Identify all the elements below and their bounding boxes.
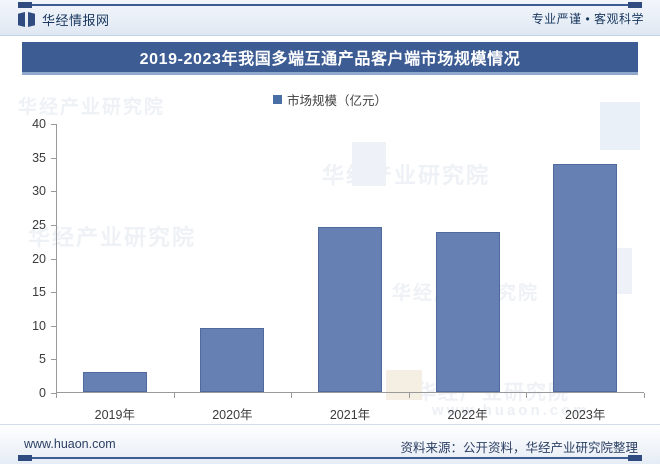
x-axis-label: 2022年 (447, 408, 488, 422)
x-axis-tick (56, 393, 57, 398)
chart-legend: 市场规模（亿元） (0, 90, 660, 109)
y-axis-label: 30 (32, 184, 46, 199)
y-axis-tick (51, 157, 56, 159)
footer-site-link[interactable]: www.huaon.com (24, 437, 116, 451)
y-axis-label: 20 (32, 251, 46, 266)
y-axis-tick (51, 393, 56, 394)
page-title: 2019-2023年我国多端互通产品客户端市场规模情况 (139, 51, 521, 68)
y-axis-tick (51, 224, 56, 226)
chart-title-bar: 2019-2023年我国多端互通产品客户端市场规模情况 (22, 42, 638, 75)
y-axis-label: 40 (32, 117, 46, 131)
bar-2020年[interactable] (200, 328, 265, 392)
legend-label: 市场规模（亿元） (286, 94, 387, 108)
x-axis-label: 2020年 (212, 408, 253, 422)
plot-region: 0 5 10 15 20 25 30 35 40 2019年 2020年 2021年 2022年 2023… (32, 117, 645, 422)
x-axis-tick (526, 393, 528, 398)
y-axis-label: 0 (39, 386, 46, 400)
header-divider-rule (18, 2, 642, 8)
page-header: 华经情报网 专业严谨 • 客观科学 (0, 0, 660, 36)
legend-swatch-icon (272, 95, 282, 104)
brand-name: 华经情报网 (42, 13, 110, 28)
bar-2019年[interactable] (82, 371, 147, 392)
y-axis-label: 25 (32, 217, 46, 232)
footer-source-note: 资料来源：公开资料，华经产业研究院整理 (400, 441, 638, 455)
y-axis-tick (51, 258, 56, 260)
x-axis-label: 2023年 (565, 408, 606, 422)
header-tagline: 专业严谨 • 客观科学 (531, 12, 644, 26)
y-axis-tick (51, 359, 56, 361)
x-axis-line (56, 392, 644, 393)
y-axis-label: 15 (32, 285, 46, 300)
open-book-icon (18, 12, 35, 27)
brand-logo[interactable]: 华经情报网 (18, 10, 110, 29)
x-axis-tick (644, 393, 645, 398)
page-footer: www.huaon.com 资料来源：公开资料，华经产业研究院整理 (0, 424, 660, 464)
bar-2022年[interactable] (435, 231, 500, 392)
bar-2021年[interactable] (318, 227, 382, 392)
y-axis-tick (51, 191, 56, 193)
chart-area: 华经产业研究院 华经产业研究院 华经产业研究院 华经产业研究院 华经产业研究院 … (0, 80, 660, 422)
x-axis-label: 2021年 (329, 408, 371, 422)
y-axis-label: 5 (39, 352, 46, 367)
bar-2023年[interactable] (553, 164, 618, 392)
y-axis-label: 10 (32, 318, 46, 333)
y-axis-tick (51, 325, 56, 327)
y-axis-line (56, 124, 57, 393)
x-axis-tick (291, 393, 293, 398)
y-axis-tick (51, 292, 56, 294)
footer-divider-rule (18, 455, 642, 461)
x-axis-label: 2019年 (94, 408, 135, 422)
y-axis-tick (51, 124, 56, 125)
x-axis-tick (408, 393, 410, 398)
x-axis-tick (173, 393, 175, 398)
y-axis-label: 35 (32, 150, 46, 165)
